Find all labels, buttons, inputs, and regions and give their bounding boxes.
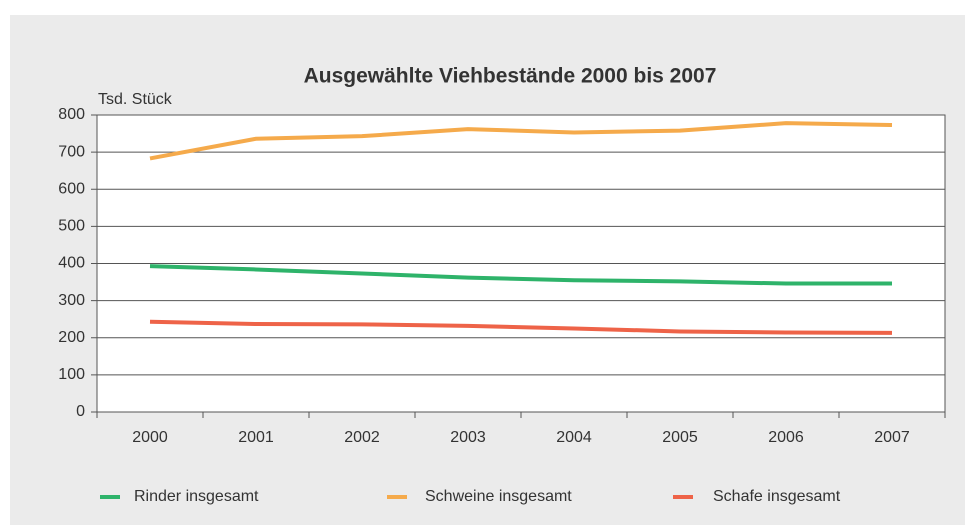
x-tick-label: 2002 bbox=[344, 429, 380, 446]
legend-label: Schafe insgesamt bbox=[713, 488, 841, 505]
x-tick-label: 2006 bbox=[768, 429, 804, 446]
y-tick-label: 700 bbox=[58, 143, 85, 160]
x-tick-label: 2000 bbox=[132, 429, 168, 446]
x-tick-label: 2003 bbox=[450, 429, 486, 446]
y-tick-label: 800 bbox=[58, 106, 85, 123]
chart-title: Ausgewählte Viehbestände 2000 bis 2007 bbox=[304, 65, 717, 88]
y-tick-label: 0 bbox=[76, 403, 85, 420]
y-tick-label: 100 bbox=[58, 366, 85, 383]
y-tick-label: 400 bbox=[58, 255, 85, 272]
line-series bbox=[149, 264, 892, 286]
y-tick-label: 600 bbox=[58, 180, 85, 197]
y-tick-label: 500 bbox=[58, 218, 85, 235]
legend-label: Schweine insgesamt bbox=[425, 488, 572, 505]
line-series bbox=[149, 121, 893, 161]
y-tick-label: 300 bbox=[58, 292, 85, 309]
y-axis-label: Tsd. Stück bbox=[98, 91, 173, 108]
line-series bbox=[149, 319, 893, 335]
x-tick-label: 2004 bbox=[556, 429, 592, 446]
y-tick-label: 200 bbox=[58, 329, 85, 346]
x-tick-label: 2005 bbox=[662, 429, 698, 446]
x-tick-label: 2007 bbox=[874, 429, 910, 446]
legend-label: Rinder insgesamt bbox=[134, 488, 259, 505]
x-tick-label: 2001 bbox=[238, 429, 274, 446]
